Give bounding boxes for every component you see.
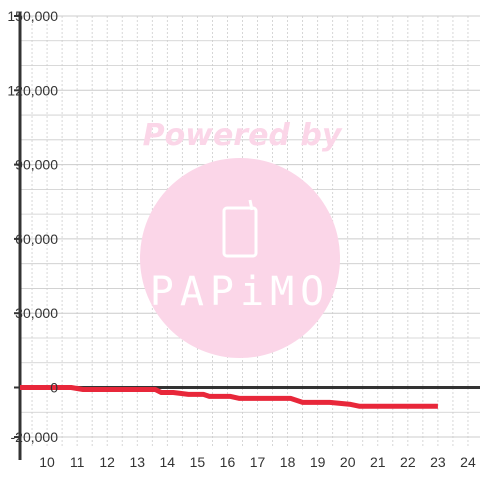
- x-tick-label: 23: [430, 454, 446, 470]
- y-tick-label: 60,000: [15, 231, 58, 247]
- x-tick-label: 11: [70, 454, 85, 470]
- x-tick-label: 10: [39, 454, 55, 470]
- x-tick-label: 20: [340, 454, 356, 470]
- x-tick-label: 22: [400, 454, 416, 470]
- x-tick-label: 24: [460, 454, 476, 470]
- watermark-circle: [140, 158, 340, 358]
- x-tick-label: 18: [280, 454, 296, 470]
- grid: [20, 15, 480, 448]
- x-tick-label: 21: [370, 454, 386, 470]
- x-tick-label: 16: [220, 454, 236, 470]
- watermark: Powered by PAPiMO: [140, 118, 343, 358]
- watermark-brand: PAPiMO: [150, 269, 331, 315]
- phone-icon: [222, 199, 258, 258]
- y-tick-label: 120,000: [7, 82, 58, 98]
- tick-labels: 150,000 120,000 90,000 60,000 30,000 0 -20,000…: [7, 8, 476, 470]
- x-tick-label: 13: [129, 454, 145, 470]
- y-tick-label: -20,000: [11, 429, 59, 445]
- watermark-text: Powered by: [143, 118, 343, 153]
- y-tick-label: 0: [50, 380, 58, 396]
- series: [20, 385, 438, 409]
- x-tick-label: 17: [250, 454, 266, 470]
- x-tick-label: 12: [99, 454, 115, 470]
- x-tick-label: 15: [190, 454, 206, 470]
- series-line: [20, 385, 438, 409]
- x-tick-label: 14: [160, 454, 176, 470]
- x-tick-label: 19: [310, 454, 326, 470]
- y-tick-label: 30,000: [15, 305, 58, 321]
- y-tick-label: 90,000: [15, 157, 58, 173]
- y-tick-label: 150,000: [7, 8, 58, 24]
